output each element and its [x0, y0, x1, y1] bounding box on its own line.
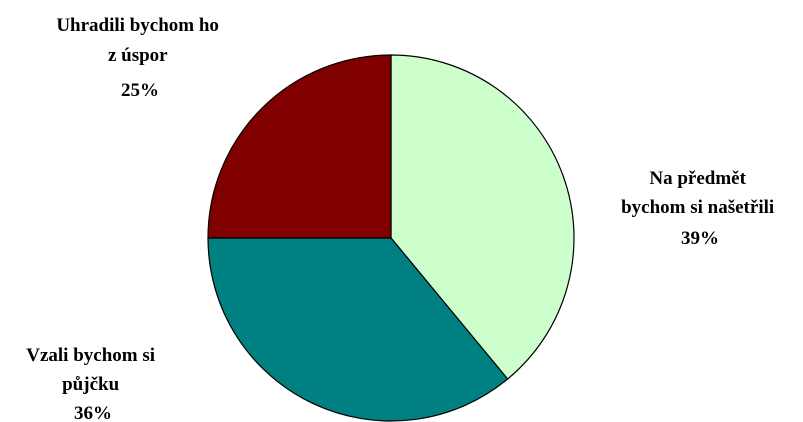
slice-label-1-line-1: Na předmět [649, 168, 746, 189]
slice-label-2-line-2: půjčku [62, 374, 119, 395]
slice-label-1: Na předmět bychom si našetřili 39% [621, 168, 779, 249]
slice-label-3-value: 25% [121, 80, 159, 101]
pie-slices [207, 54, 575, 422]
slice-label-2-line-1: Vzali bychom si [26, 345, 155, 366]
slice-label-1-value: 39% [681, 228, 719, 249]
slice-label-3: Uhradili bychom ho z úspor 25% [56, 15, 223, 101]
pie-slice-2 [207, 237, 509, 422]
pie-slice-1 [390, 54, 575, 380]
slice-label-3-line-1: Uhradili bychom ho [56, 15, 219, 36]
slice-label-2-value: 36% [74, 403, 112, 422]
slice-label-3-line-2: z úspor [108, 45, 168, 66]
pie-slice-3 [207, 54, 392, 239]
slice-label-1-line-2: bychom si našetřili [621, 197, 774, 218]
slice-label-2: Vzali bychom si půjčku 36% [26, 345, 160, 422]
